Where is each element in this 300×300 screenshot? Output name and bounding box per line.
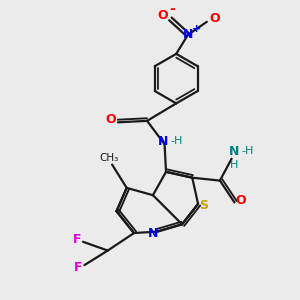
Text: -H: -H [242,146,254,157]
Text: O: O [105,113,116,127]
Text: H: H [230,160,239,170]
Text: O: O [158,10,168,22]
Text: O: O [210,12,220,26]
Text: +: + [192,23,201,34]
Text: N: N [229,145,240,158]
Text: N: N [148,226,158,240]
Text: -: - [169,2,175,16]
Text: S: S [199,199,208,212]
Text: F: F [74,261,83,274]
Text: CH₃: CH₃ [100,153,119,163]
Text: O: O [236,194,246,208]
Text: N: N [158,135,168,148]
Text: N: N [183,28,193,41]
Text: F: F [73,233,81,246]
Text: -H: -H [170,136,182,146]
